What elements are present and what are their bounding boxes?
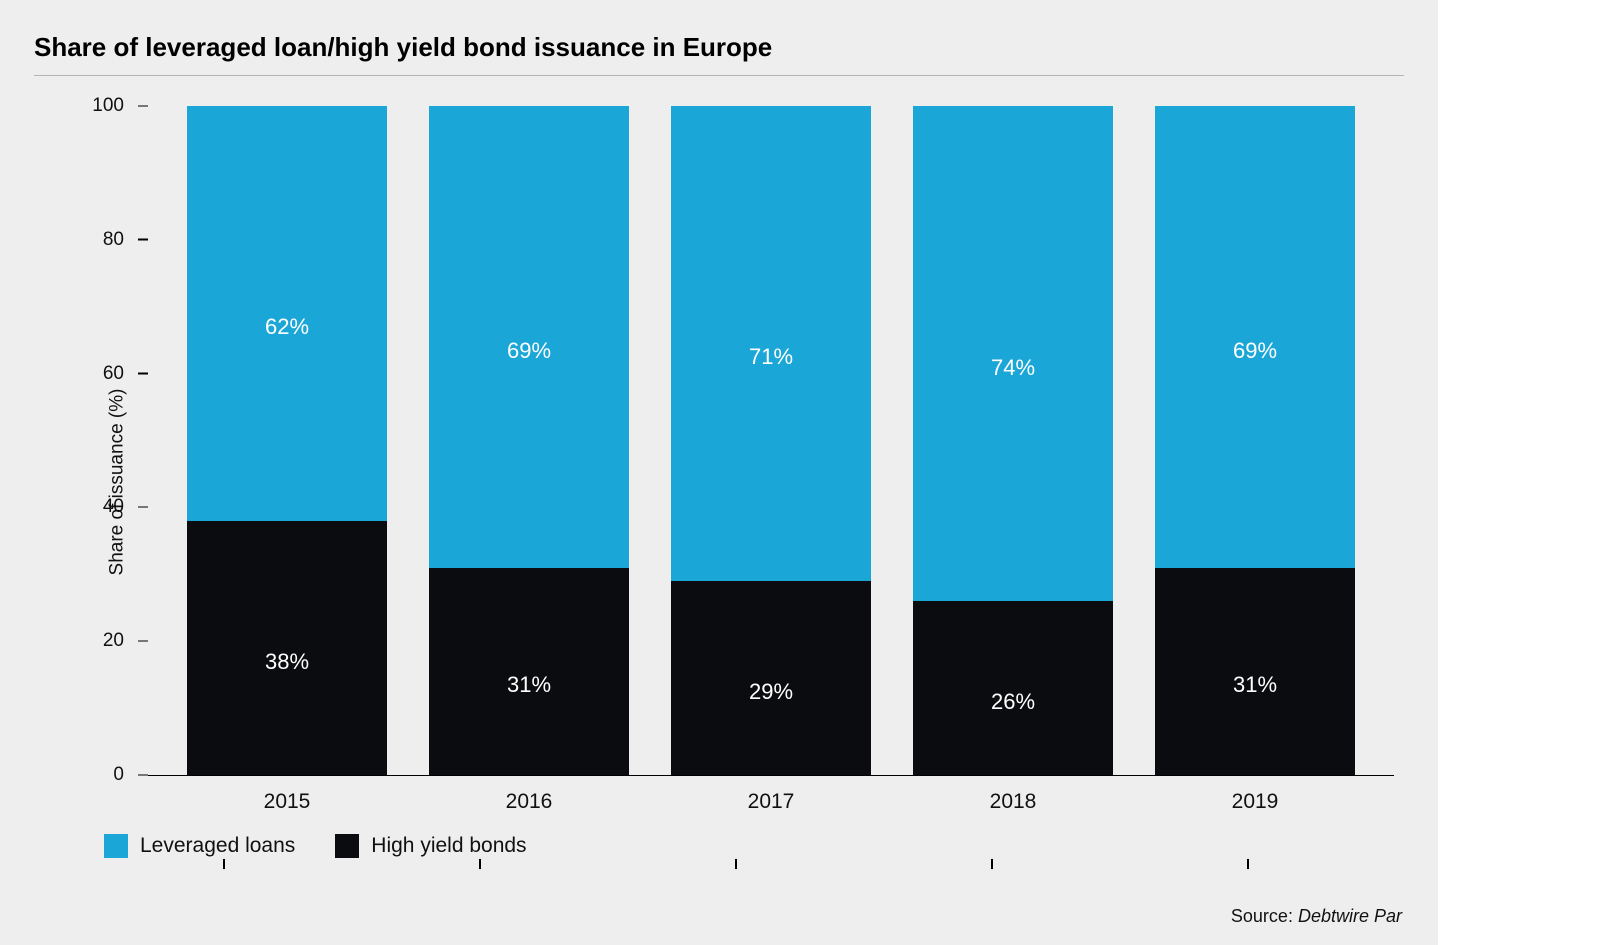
bar-segment-leveraged-loans: 62% [187,106,387,521]
bar-value-label: 71% [749,344,793,370]
y-tick-mark [138,373,148,375]
legend-swatch-high-yield-bonds [335,834,359,858]
bar-segment-leveraged-loans: 69% [1155,106,1355,568]
legend-item-leveraged-loans: Leveraged loans [104,834,295,858]
y-tick-mark [138,506,148,508]
bar-value-label: 26% [991,689,1035,715]
y-tick-mark [138,239,148,241]
y-tick-label: 0 [113,764,124,786]
bar-value-label: 69% [1233,338,1277,364]
bar-column: 71% 29% [671,106,871,775]
source-name: Debtwire Par [1298,906,1402,926]
bars-container: 62% 38% 69% 31% 71% 29% 74% 26% 69% 31% [148,106,1394,775]
bar-column: 69% 31% [429,106,629,775]
y-tick-container: 020406080100 [92,106,148,775]
y-tick-mark [138,105,148,107]
x-tick-labels: 2015 2016 2017 2018 2019 [148,790,1394,814]
plot-region: 020406080100 62%38%69%31%71%29%74%26%69%… [148,106,1394,776]
y-tick-mark [138,774,148,776]
x-tick-label: 2015 [187,790,387,814]
source-line: Source: Debtwire Par [1231,906,1402,927]
bar-segment-high-yield-bonds: 31% [429,568,629,775]
bar-column: 62% 38% [187,106,387,775]
bar-value-label: 31% [1233,672,1277,698]
bar-segment-high-yield-bonds: 26% [913,601,1113,775]
legend: Leveraged loans High yield bonds [104,834,1404,858]
chart-panel: Share of leveraged loan/high yield bond … [0,0,1438,945]
x-tick-label: 2016 [429,790,629,814]
x-tick-label: 2017 [671,790,871,814]
y-tick-label: 20 [103,630,124,652]
legend-swatch-leveraged-loans [104,834,128,858]
x-tick-mark [991,859,993,869]
y-tick-label: 80 [103,229,124,251]
y-tick-label: 40 [103,496,124,518]
bar-segment-high-yield-bonds: 29% [671,581,871,775]
bar-value-label: 29% [749,679,793,705]
y-tick-label: 60 [103,363,124,385]
x-tick-mark [735,859,737,869]
y-tick-mark [138,640,148,642]
bar-segment-high-yield-bonds: 31% [1155,568,1355,775]
bar-value-label: 69% [507,338,551,364]
x-tick-mark [223,859,225,869]
bar-segment-high-yield-bonds: 38% [187,521,387,775]
bar-segment-leveraged-loans: 74% [913,106,1113,601]
chart-area: Share of issuance (%) 020406080100 62%38… [34,106,1404,858]
source-prefix: Source: [1231,906,1298,926]
legend-label-leveraged-loans: Leveraged loans [140,834,295,858]
chart-title: Share of leveraged loan/high yield bond … [34,32,1404,76]
bar-value-label: 74% [991,355,1035,381]
bar-value-label: 38% [265,649,309,675]
bar-value-label: 31% [507,672,551,698]
x-tick-label: 2019 [1155,790,1355,814]
x-tick-mark [479,859,481,869]
x-tick-mark [1247,859,1249,869]
bar-column: 69% 31% [1155,106,1355,775]
legend-item-high-yield-bonds: High yield bonds [335,834,526,858]
bar-column: 74% 26% [913,106,1113,775]
x-tick-label: 2018 [913,790,1113,814]
bar-segment-leveraged-loans: 69% [429,106,629,568]
legend-label-high-yield-bonds: High yield bonds [371,834,526,858]
bar-segment-leveraged-loans: 71% [671,106,871,581]
y-tick-label: 100 [92,95,124,117]
bar-value-label: 62% [265,314,309,340]
